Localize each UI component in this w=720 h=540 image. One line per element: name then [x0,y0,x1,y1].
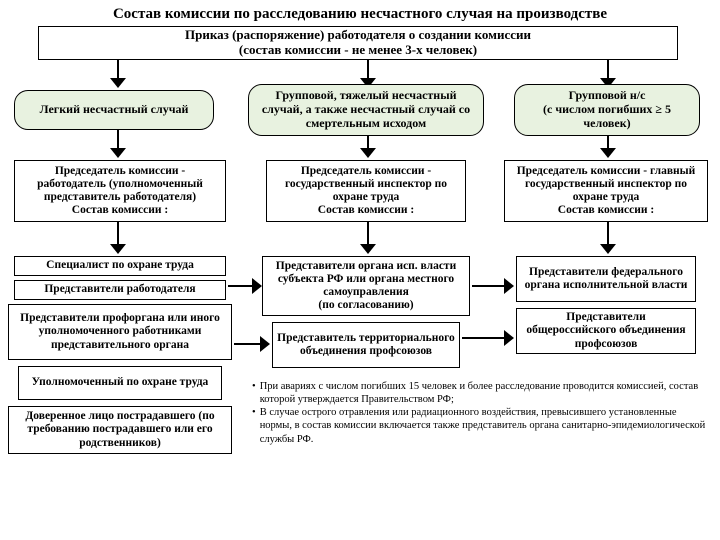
right-member-0: Представители федерального органа исполн… [516,256,696,302]
chair-right: Председатель комиссии - главный государс… [504,160,708,222]
arrow-chair-mid [360,244,376,254]
footnotes: При авариях с числом погибших 15 человек… [252,380,708,446]
left-member-2: Представители профоргана или иного уполн… [8,304,232,360]
arrow-order-left [110,78,126,88]
left-member-0: Специалист по охране труда [14,256,226,276]
left-member-3: Уполномоченный по охране труда [18,366,222,400]
arrow-mid-to-right-1 [504,278,514,294]
left-member-1: Представители работодателя [14,280,226,300]
arrow-pill-left [110,148,126,158]
page-title: Состав комиссии по расследованию несчаст… [0,2,720,27]
arrow-pill-right [600,148,616,158]
arrow-chair-left [110,244,126,254]
order-box: Приказ (распоряжение) работодателя о соз… [38,26,678,60]
left-member-4: Доверенное лицо пострадавшего (по требов… [8,406,232,454]
arrow-mid-to-right-2 [504,330,514,346]
mid-member-0: Представители органа исп. власти субъект… [262,256,470,316]
arrow-left-to-mid-2 [260,336,270,352]
mid-member-1: Представитель территориального объединен… [272,322,460,368]
pill-left: Легкий несчастный случай [14,90,214,130]
pill-right: Групповой н/с (с числом погибших ≥ 5 чел… [514,84,700,136]
chair-left: Председатель комиссии - работодатель (уп… [14,160,226,222]
right-member-1: Представители общероссийского объединени… [516,308,696,354]
footnote-2: В случае острого отравления или радиацио… [252,406,708,445]
arrow-left-to-mid-1 [252,278,262,294]
footnote-1: При авариях с числом погибших 15 человек… [252,380,708,406]
arrow-pill-mid [360,148,376,158]
arrow-chair-right [600,244,616,254]
pill-mid: Групповой, тяжелый несчастный случай, а … [248,84,484,136]
chair-mid: Председатель комиссии - государственный … [266,160,466,222]
